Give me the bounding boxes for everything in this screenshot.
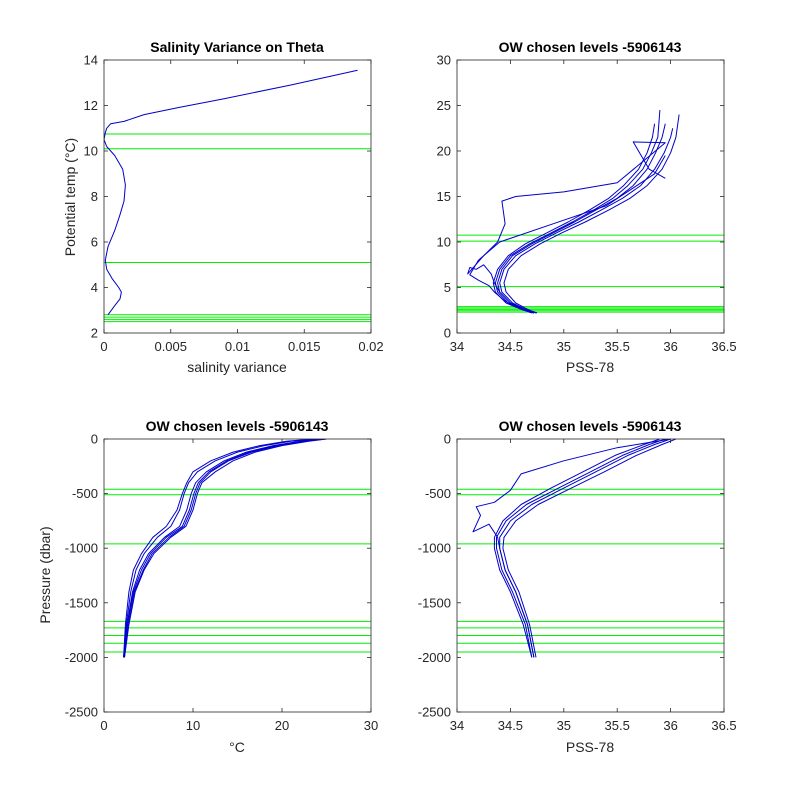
x-tick-label: 30 <box>364 718 378 733</box>
x-tick-label: 0.01 <box>225 339 250 354</box>
y-tick-label: -1500 <box>65 595 98 610</box>
y-tick-label: 10 <box>84 144 98 159</box>
x-tick-label: 20 <box>275 718 289 733</box>
y-axis-label: Potential temp (°C) <box>62 138 78 256</box>
x-tick-label: 35 <box>557 718 571 733</box>
plot-data <box>457 439 724 658</box>
x-axis-label: PSS-78 <box>566 359 614 375</box>
plot-data <box>104 439 371 658</box>
panel-salinity-variance: Salinity Variance on Theta salinity vari… <box>62 39 384 375</box>
y-tick-label: 4 <box>91 280 98 295</box>
y-tick-label: 25 <box>437 98 451 113</box>
x-tick-label: 35.5 <box>605 718 630 733</box>
x-tick-label: 10 <box>186 718 200 733</box>
x-tick-label: 35 <box>557 339 571 354</box>
x-tick-label: 36 <box>663 339 677 354</box>
plot-area <box>457 60 724 333</box>
panel-title: Salinity Variance on Theta <box>150 39 324 55</box>
x-axis-label: PSS-78 <box>566 739 614 755</box>
profile-line <box>502 439 677 658</box>
y-tick-label: -1000 <box>418 541 451 556</box>
profile-line <box>123 439 323 658</box>
profile-line <box>124 439 327 658</box>
x-tick-label: 0 <box>100 339 107 354</box>
profile-line <box>493 439 661 658</box>
profile-line <box>123 439 318 658</box>
plot-area <box>457 439 724 712</box>
y-tick-label: 12 <box>84 98 98 113</box>
y-tick-label: -500 <box>425 486 451 501</box>
y-tick-label: 8 <box>91 189 98 204</box>
profile-line <box>123 439 325 658</box>
plot-data <box>104 69 371 323</box>
panel-title: OW chosen levels -5906143 <box>499 418 682 434</box>
y-tick-label: 30 <box>437 53 451 68</box>
x-tick-label: 36.5 <box>711 339 736 354</box>
y-tick-label: -1500 <box>418 595 451 610</box>
y-tick-label: 0 <box>444 432 451 447</box>
x-tick-label: 36.5 <box>711 718 736 733</box>
x-tick-label: 0.005 <box>154 339 187 354</box>
plot-area <box>104 60 371 333</box>
x-tick-label: 34 <box>450 718 464 733</box>
profile-line <box>123 439 314 658</box>
y-tick-label: -2000 <box>418 650 451 665</box>
profile-line <box>104 69 358 316</box>
y-tick-label: -1000 <box>65 541 98 556</box>
panel-title: OW chosen levels -5906143 <box>499 39 682 55</box>
y-tick-label: -2500 <box>65 705 98 720</box>
x-axis-label: °C <box>229 739 245 755</box>
x-tick-label: 0.02 <box>358 339 383 354</box>
x-tick-label: 0.015 <box>288 339 321 354</box>
x-axis-label: salinity variance <box>187 359 287 375</box>
y-tick-label: 20 <box>437 144 451 159</box>
y-tick-label: 2 <box>91 326 98 341</box>
x-tick-label: 34.5 <box>498 339 523 354</box>
panel-salinity-pressure: OW chosen levels -5906143 PSS-78 34 34.5 3… <box>418 418 737 755</box>
y-tick-label: 15 <box>437 189 451 204</box>
axes-frame <box>456 438 725 713</box>
y-axis-label: Pressure (dbar) <box>37 526 53 623</box>
x-tick-label: 0 <box>100 718 107 733</box>
y-tick-label: 6 <box>91 235 98 250</box>
axes-frame <box>103 438 372 713</box>
panel-title: OW chosen levels -5906143 <box>146 418 329 434</box>
y-tick-label: 14 <box>84 53 98 68</box>
plot-data <box>457 110 724 314</box>
y-tick-label: -2500 <box>418 705 451 720</box>
profile-line <box>469 155 666 314</box>
x-tick-label: 34 <box>450 339 464 354</box>
y-tick-label: -2000 <box>65 650 98 665</box>
y-tick-label: 0 <box>91 432 98 447</box>
profile-line <box>496 439 666 658</box>
panel-salinity-theta: OW chosen levels -5906143 PSS-78 34 34.5 3… <box>437 39 737 375</box>
panel-temperature-pressure: OW chosen levels -5906143 °C Pressure (d… <box>37 418 378 755</box>
profile-line <box>503 114 680 314</box>
profile-line <box>472 439 671 658</box>
y-tick-label: 5 <box>444 280 451 295</box>
y-tick-label: 10 <box>437 235 451 250</box>
x-tick-label: 35.5 <box>605 339 630 354</box>
profile-line <box>499 128 674 314</box>
profile-line <box>124 439 327 658</box>
x-tick-label: 36 <box>663 718 677 733</box>
plot-area <box>104 439 371 712</box>
y-tick-label: 0 <box>444 326 451 341</box>
x-tick-label: 34.5 <box>498 718 523 733</box>
y-tick-label: -500 <box>72 486 98 501</box>
